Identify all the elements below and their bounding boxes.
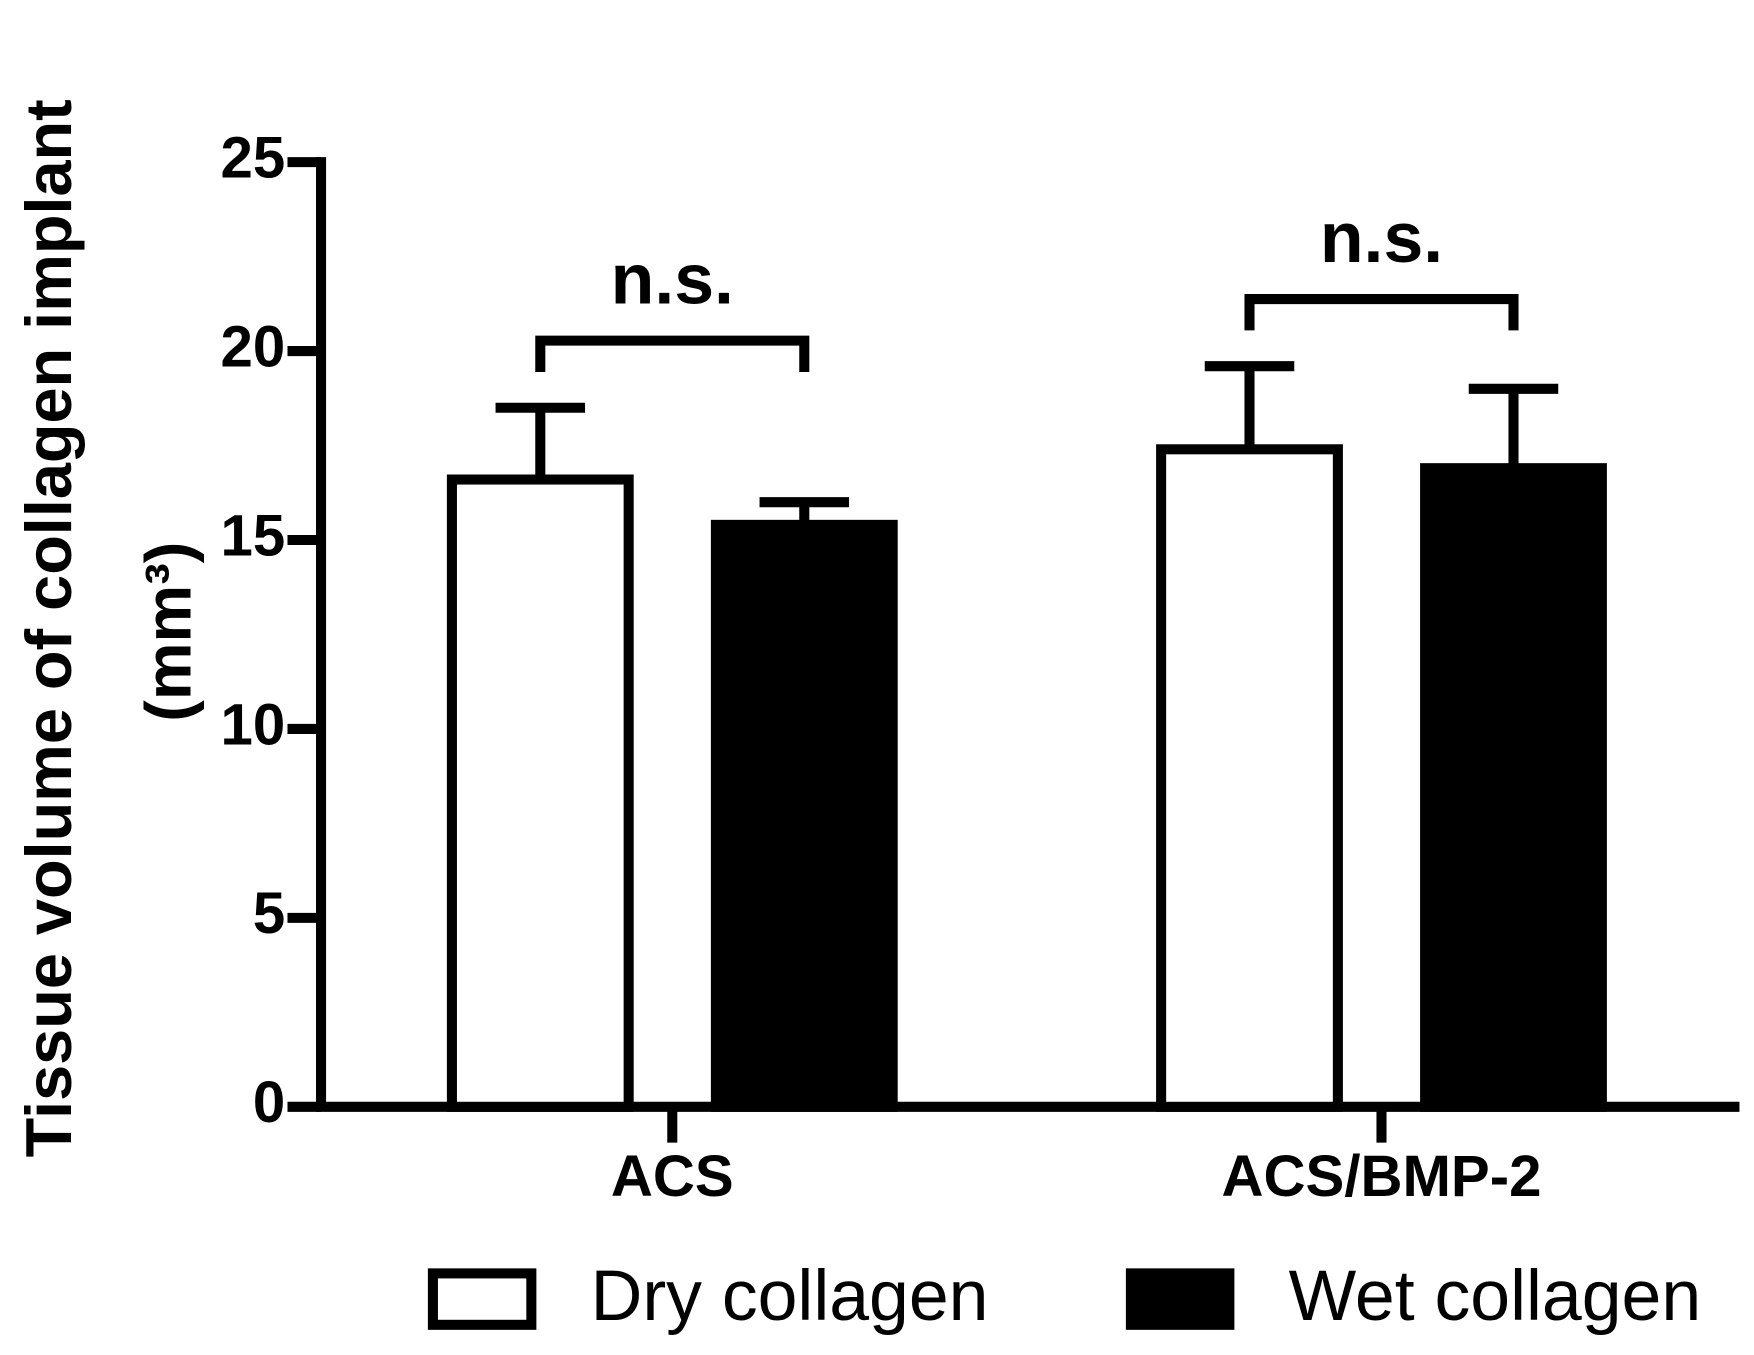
bar — [1156, 444, 1343, 1112]
y-tick-label: 5 — [253, 881, 285, 946]
annotation: n.s. — [611, 240, 734, 320]
y-axis-label: Tissue volume of collagen implant — [12, 99, 85, 1157]
legend-label: Wet collagen — [1289, 1256, 1702, 1336]
y-axis-unit: (mm³) — [132, 542, 205, 722]
significance-bracket — [535, 335, 810, 372]
x-tick-label: ACS/BMP-2 — [1222, 1144, 1542, 1209]
legend-swatch — [1125, 1268, 1235, 1330]
y-tick-label: 10 — [221, 692, 286, 757]
legend-swatch — [427, 1268, 537, 1330]
y-tick-label: 0 — [253, 1070, 285, 1135]
x-tick-label: ACS — [611, 1144, 734, 1209]
y-tick-label: 20 — [221, 314, 286, 379]
bar — [1420, 463, 1607, 1112]
bar — [710, 519, 898, 1112]
significance-bracket — [1244, 294, 1519, 331]
bar — [446, 474, 634, 1112]
legend-label: Dry collagen — [591, 1256, 989, 1336]
annotation: n.s. — [1320, 198, 1443, 278]
y-tick-label: 15 — [221, 503, 286, 568]
y-tick-label: 25 — [221, 125, 286, 190]
